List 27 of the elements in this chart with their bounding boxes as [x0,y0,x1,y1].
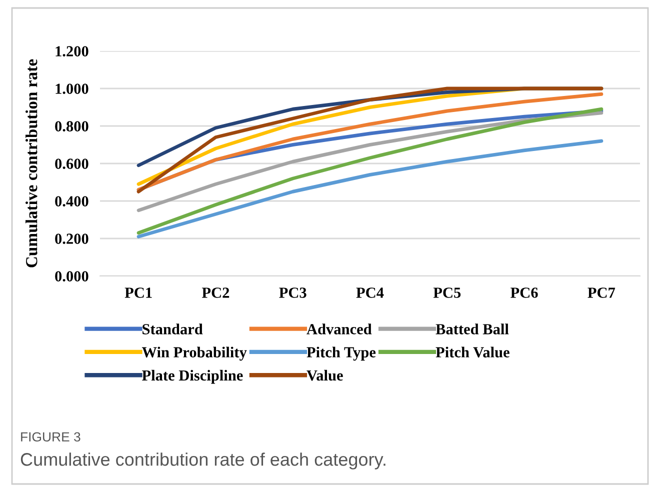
legend-label: Plate Discipline [142,370,243,384]
x-tick-label: PC1 [124,288,152,298]
x-tick-label: PC3 [279,288,306,298]
y-tick-label: 1.200 [56,46,88,57]
x-tick-label: PC6 [510,288,538,298]
x-tick-label: PC2 [202,288,230,298]
y-tick-label: 0.600 [55,158,88,170]
y-tick-label: 0.000 [55,271,88,282]
caption: FIGURE 3 [21,432,80,442]
y-axis-title: Cumulative contribution rate [26,59,38,268]
text: Cumulative contribution rate of each category. [20,452,386,470]
line-series [136,107,604,235]
legend-label: Value [306,370,343,381]
legend-label: Standard [142,324,203,334]
legend-label: Pitch Value [436,346,510,358]
y-tick-label: 0.400 [55,196,88,207]
legend-label: Batted Ball [436,324,509,334]
y-tick-label: 0.800 [55,121,88,132]
x-tick-label: PC5 [433,288,461,298]
legend-label: Pitch Type [306,346,376,361]
y-tick-label: 0.200 [55,234,88,244]
legend-label: Advanced [306,324,372,334]
legend-label: Win Probability [142,346,247,361]
line-series [136,139,604,238]
x-tick-label: PC4 [356,288,384,298]
y-tick-label: 1.000 [56,84,88,94]
x-tick-label: PC7 [588,288,616,298]
